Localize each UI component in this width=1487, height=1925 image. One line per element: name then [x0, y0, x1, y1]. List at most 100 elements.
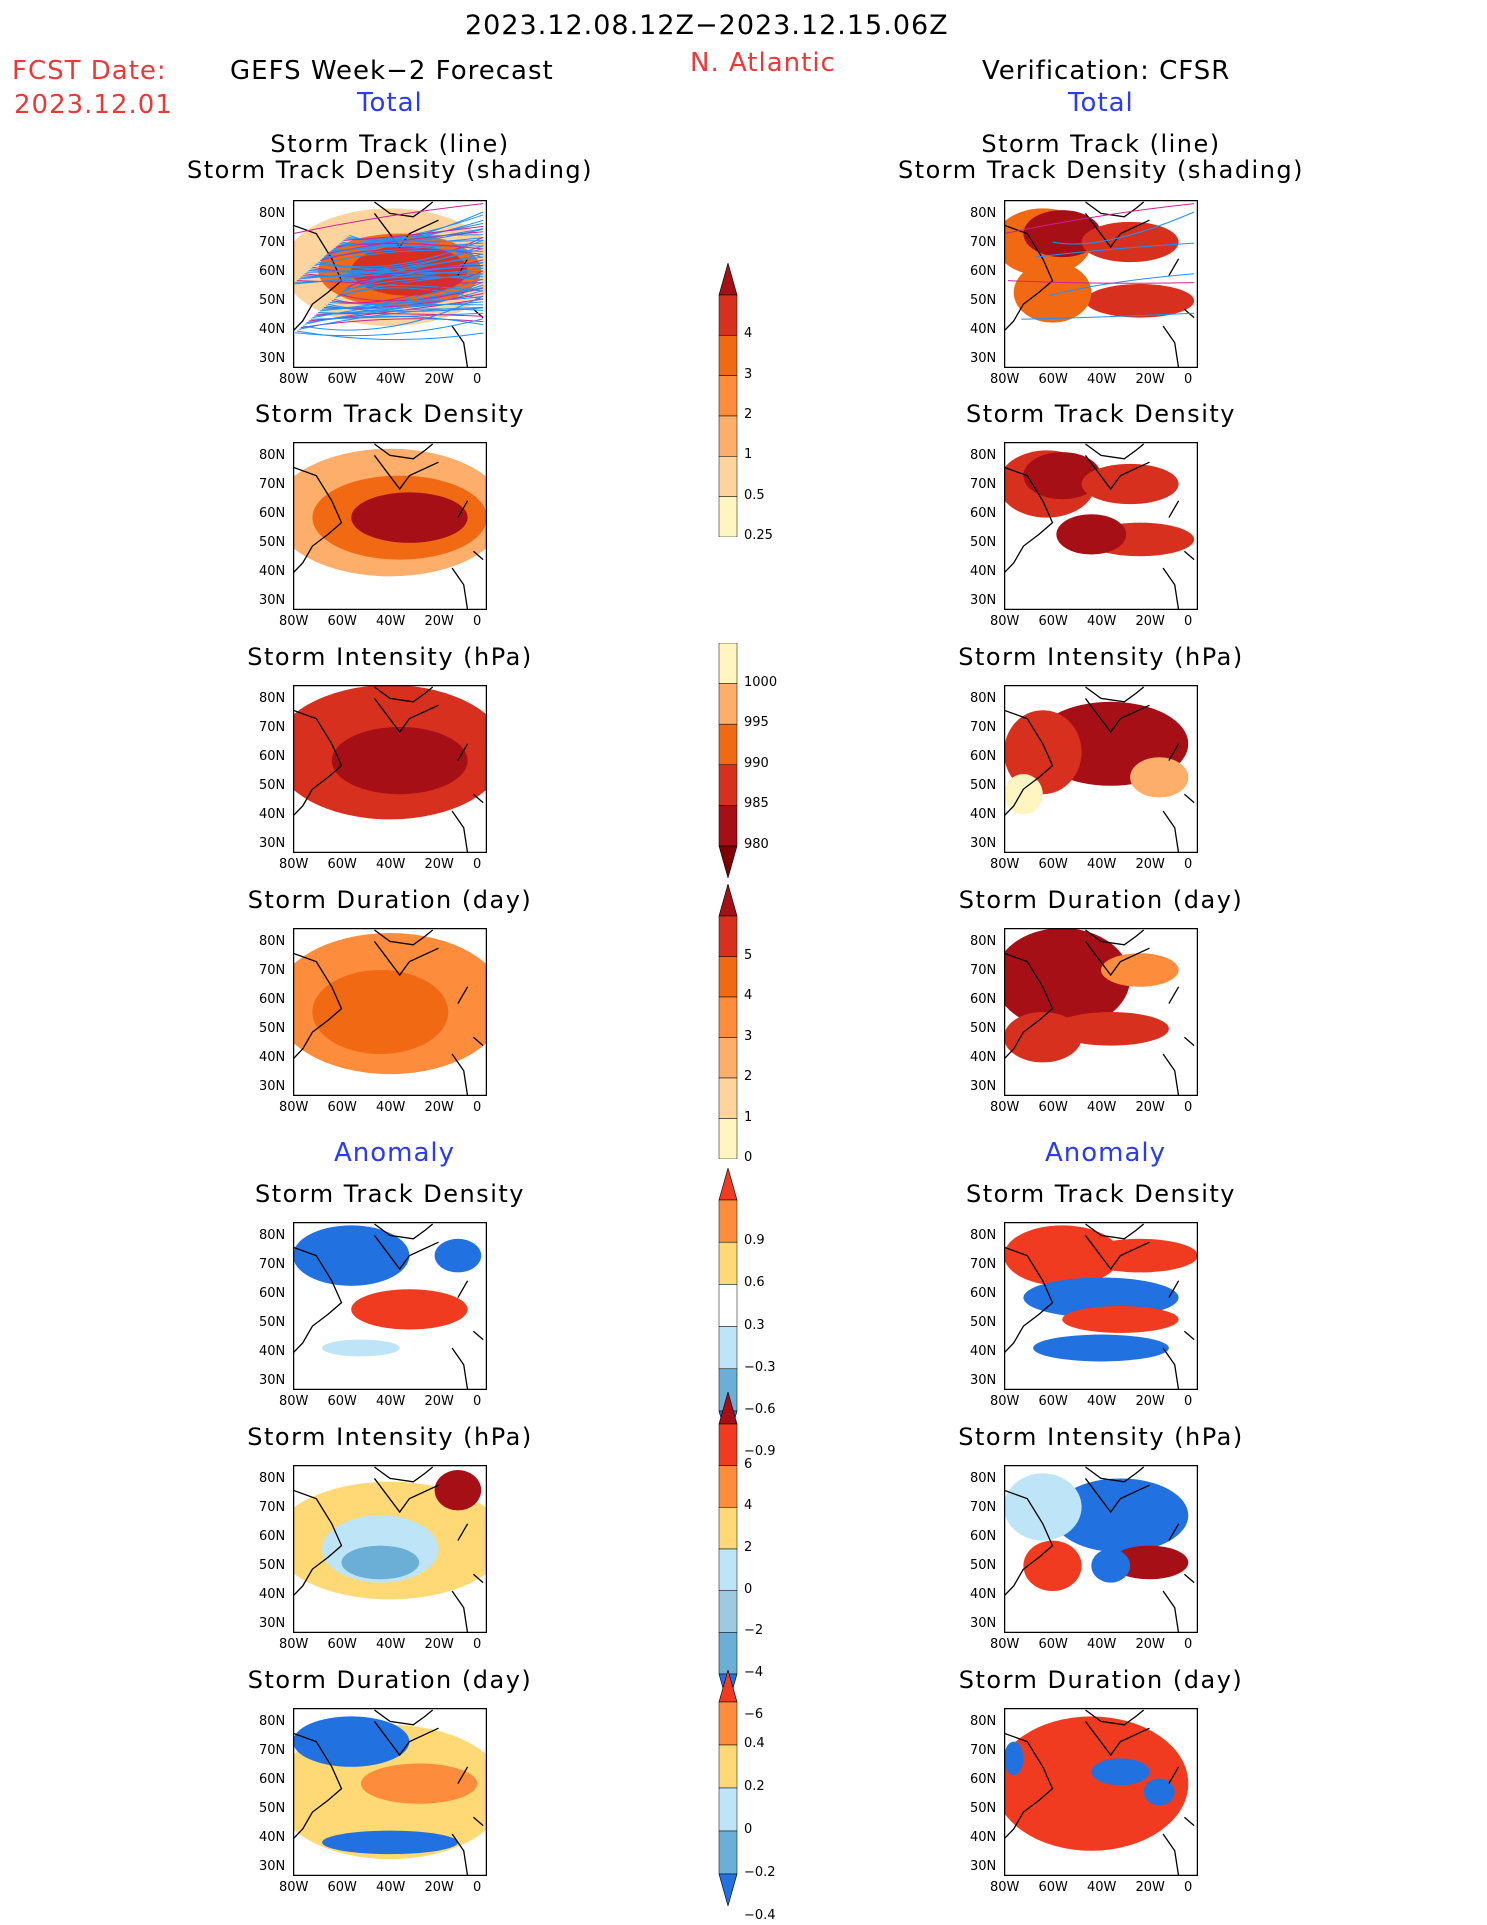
coastline: [293, 1223, 484, 1390]
field-shading: [1081, 463, 1179, 505]
colorbar-segment: [718, 375, 738, 417]
map-frame: [1004, 1222, 1198, 1390]
lat-tick-label: 40N: [970, 322, 997, 337]
storm-track-line: [320, 248, 484, 261]
lon-tick-label: 60W: [327, 372, 357, 387]
lat-tick-label: 30N: [259, 351, 286, 366]
map-frame: [293, 1222, 487, 1390]
lon-tick-label: 40W: [376, 1637, 406, 1652]
colorbar-label: 0.25: [744, 528, 773, 543]
map-panel: [293, 442, 487, 610]
lon-tick-label: 80W: [279, 1880, 309, 1895]
lon-tick-label: 0: [473, 1880, 482, 1895]
colorbar-tip: [718, 1392, 738, 1425]
lat-tick-label: 50N: [259, 535, 286, 550]
lon-tick-label: 40W: [376, 372, 406, 387]
lat-tick-label: 50N: [970, 293, 997, 308]
colorbar-segment: [718, 1507, 738, 1550]
lat-tick-label: 60N: [970, 1529, 997, 1544]
lon-tick-label: 20W: [1135, 372, 1165, 387]
colorbar-segment: [718, 335, 738, 376]
field-shading: [1023, 452, 1101, 500]
lon-tick-label: 20W: [424, 1100, 454, 1115]
colorbar-duration: [718, 884, 738, 1159]
lon-tick-label: 80W: [279, 614, 309, 629]
panel-title-left-2: Storm Track Density: [255, 400, 525, 428]
panel-title-right-5: Storm Track Density: [966, 1180, 1236, 1208]
field-shading: [1013, 262, 1092, 323]
map-panel: [293, 1465, 487, 1633]
lat-tick-label: 40N: [970, 1587, 997, 1602]
lat-tick-label: 80N: [970, 206, 997, 221]
panel-title-right-6: Storm Intensity (hPa): [958, 1423, 1244, 1451]
colorbar-segment: [718, 643, 738, 684]
lat-tick-label: 50N: [259, 1021, 286, 1036]
lon-tick-label: 20W: [1135, 1100, 1165, 1115]
colorbar-label: 4: [744, 988, 753, 1003]
lat-tick-label: 70N: [970, 720, 997, 735]
lon-tick-label: 60W: [327, 857, 357, 872]
colorbar-segment: [718, 1701, 738, 1746]
colorbar-label: 5: [744, 947, 753, 963]
lat-tick-label: 80N: [259, 206, 286, 221]
colorbar-anom_intensity: [718, 1392, 738, 1706]
lon-tick-label: 0: [1184, 372, 1193, 387]
lat-tick-label: 40N: [970, 807, 997, 822]
colorbar-segment: [718, 1118, 738, 1159]
lat-tick-label: 60N: [970, 1772, 997, 1787]
storm-track-line: [1007, 280, 1195, 284]
lon-tick-label: 0: [1184, 1100, 1193, 1115]
colorbar-label: 2: [744, 407, 753, 422]
field-shading: [434, 1238, 482, 1273]
map-panel: [293, 1708, 487, 1876]
lon-tick-label: 40W: [1087, 1100, 1117, 1115]
lat-tick-label: 80N: [259, 691, 286, 706]
panel-title-right-1a: Storm Track (line): [981, 130, 1221, 158]
map-frame: [1004, 928, 1198, 1096]
lat-tick-label: 50N: [259, 1801, 286, 1816]
lat-tick-label: 80N: [259, 1228, 286, 1243]
lat-tick-label: 60N: [259, 264, 286, 279]
lat-tick-label: 40N: [970, 1830, 997, 1845]
lon-tick-label: 0: [473, 1100, 482, 1115]
map-frame: [293, 1465, 487, 1633]
lat-tick-label: 80N: [970, 691, 997, 706]
storm-track-line: [314, 249, 484, 267]
field-shading: [1062, 1306, 1179, 1333]
lat-tick-label: 60N: [970, 749, 997, 764]
lat-tick-label: 40N: [259, 807, 286, 822]
map-panel: [293, 1222, 487, 1390]
map-frame: [293, 442, 487, 610]
field-shading: [293, 1225, 410, 1286]
field-shading: [1033, 1334, 1169, 1362]
lat-tick-label: 70N: [259, 477, 286, 492]
colorbar-label: 1: [744, 1109, 753, 1125]
field-shading: [1101, 953, 1179, 987]
colorbar-tip: [718, 1168, 738, 1201]
map-plot: [1004, 442, 1198, 610]
colorbar-tip: [718, 845, 738, 878]
lon-tick-label: 40W: [1087, 857, 1117, 872]
map-panel: [1004, 1465, 1198, 1633]
lat-tick-label: 80N: [970, 1228, 997, 1243]
coastline: [293, 443, 484, 610]
storm-track-line: [293, 203, 484, 235]
map-plot: [1004, 685, 1198, 853]
colorbar-segment: [718, 764, 738, 806]
field-shading: [1004, 1473, 1082, 1541]
field-shading: [351, 492, 468, 543]
panel-title-right-2: Storm Track Density: [966, 400, 1236, 428]
map-panel: [293, 200, 487, 368]
field-shading: [1130, 757, 1189, 798]
lon-tick-label: 40W: [376, 1394, 406, 1409]
field-shading: [1004, 1225, 1121, 1286]
storm-track-line: [320, 303, 484, 312]
field-shading: [1023, 1540, 1082, 1591]
lon-tick-label: 20W: [1135, 1880, 1165, 1895]
lon-tick-label: 60W: [327, 1880, 357, 1895]
field-shading: [1091, 1549, 1131, 1583]
right-total-label: Total: [1068, 88, 1134, 118]
colorbar-segment: [718, 1241, 738, 1285]
lon-tick-label: 60W: [1038, 1880, 1068, 1895]
lat-tick-label: 30N: [970, 836, 997, 851]
